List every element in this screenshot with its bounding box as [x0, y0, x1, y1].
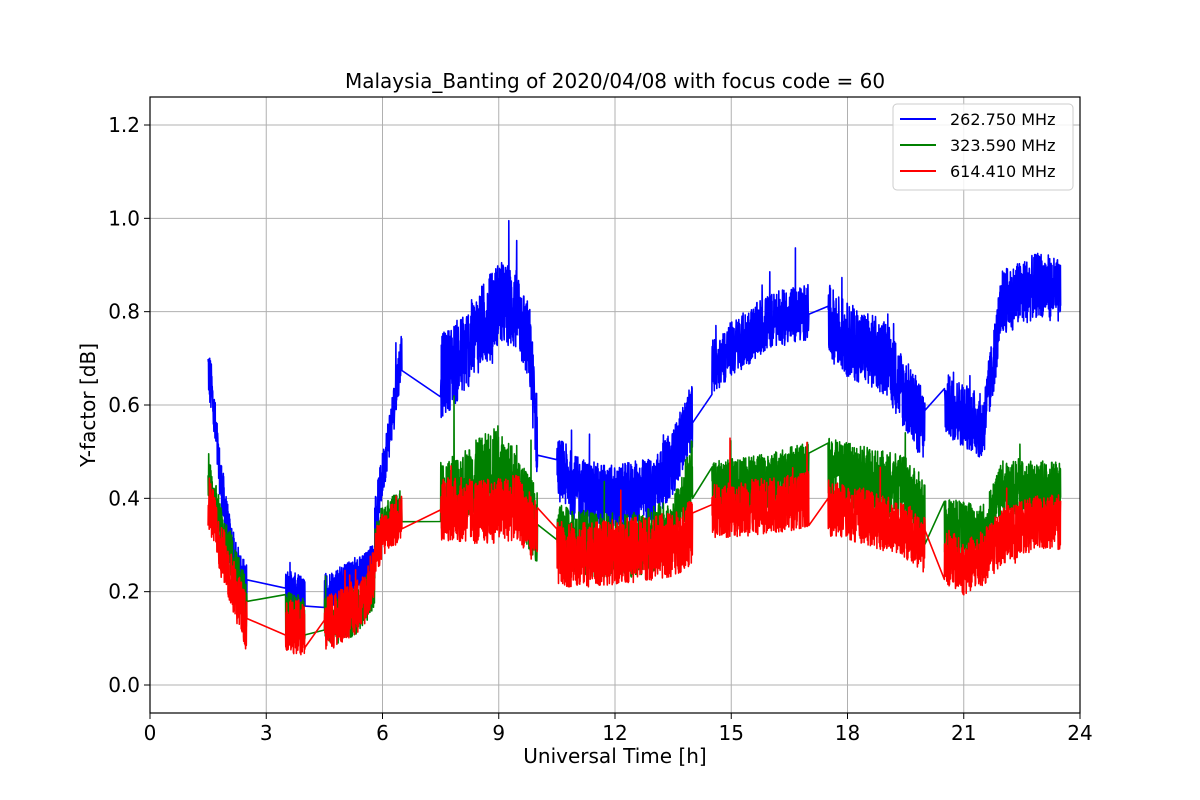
- y-axis-ticks: 0.0 0.2 0.4 0.6 0.8 1.0 1.2: [108, 113, 150, 697]
- legend-label: 323.590 MHz: [950, 136, 1055, 155]
- series-lines: [207, 219, 1062, 656]
- x-tick-label: 18: [835, 721, 860, 745]
- legend: 262.750 MHz 323.590 MHz 614.410 MHz: [892, 103, 1074, 191]
- x-tick-label: 6: [376, 721, 389, 745]
- y-tick-label: 0.6: [108, 393, 140, 417]
- x-tick-label: 12: [602, 721, 627, 745]
- series-line-1: [207, 219, 1062, 615]
- x-tick-label: 24: [1067, 721, 1092, 745]
- x-tick-label: 3: [260, 721, 273, 745]
- y-tick-label: 1.0: [108, 206, 140, 230]
- x-tick-label: 9: [492, 721, 505, 745]
- x-tick-label: 0: [144, 721, 157, 745]
- x-tick-label: 21: [951, 721, 976, 745]
- y-tick-label: 0.4: [108, 486, 140, 510]
- y-tick-label: 0.0: [108, 673, 140, 697]
- legend-label: 262.750 MHz: [950, 110, 1055, 129]
- x-axis-label: Universal Time [h]: [523, 744, 706, 768]
- legend-label: 614.410 MHz: [950, 162, 1055, 181]
- y-tick-label: 0.8: [108, 300, 140, 324]
- series-line-3: [207, 437, 1062, 656]
- x-axis-ticks: 0 3 6 9 12 15 18 21 24: [144, 713, 1093, 745]
- legend-box: [892, 103, 1074, 191]
- y-axis-label: Y-factor [dB]: [76, 343, 100, 468]
- plot-area: [207, 219, 1062, 656]
- y-tick-label: 1.2: [108, 113, 140, 137]
- chart-title: Malaysia_Banting of 2020/04/08 with focu…: [345, 69, 885, 93]
- x-tick-label: 15: [719, 721, 744, 745]
- y-tick-label: 0.2: [108, 580, 140, 604]
